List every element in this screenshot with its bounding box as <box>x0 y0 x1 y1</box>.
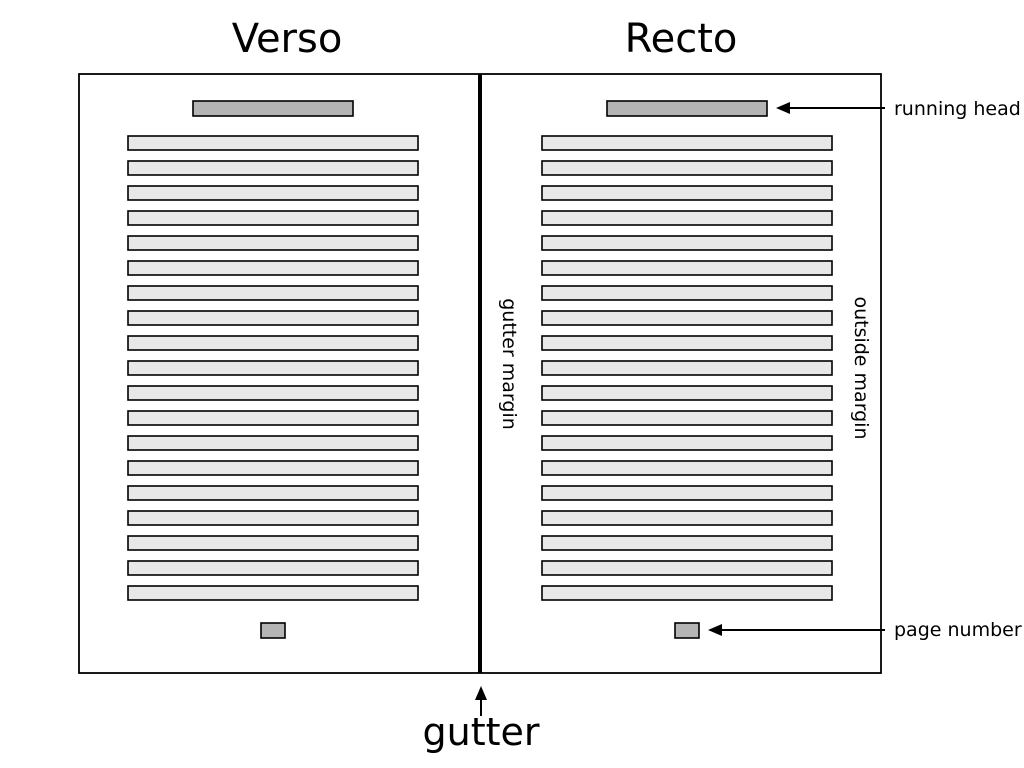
recto-page-number-block <box>674 622 700 639</box>
recto-text-line <box>541 260 833 276</box>
arrow-left-icon <box>776 102 790 114</box>
verso-text-line <box>127 210 419 226</box>
arrow-up-icon <box>475 686 487 700</box>
verso-title: Verso <box>232 16 343 62</box>
recto-text-line <box>541 235 833 251</box>
verso-text-line <box>127 285 419 301</box>
recto-text-line <box>541 485 833 501</box>
verso-text-line <box>127 535 419 551</box>
verso-text-line <box>127 585 419 601</box>
outside-margin-label: outside margin <box>850 296 872 439</box>
verso-text-line <box>127 560 419 576</box>
recto-text-line <box>541 185 833 201</box>
recto-text-line <box>541 460 833 476</box>
verso-text-line <box>127 435 419 451</box>
arrow-left-icon <box>708 624 722 636</box>
verso-text-line <box>127 510 419 526</box>
recto-text-line <box>541 435 833 451</box>
verso-text-line <box>127 260 419 276</box>
verso-text-line <box>127 160 419 176</box>
recto-text-line <box>541 385 833 401</box>
verso-text-line <box>127 410 419 426</box>
verso-text-line <box>127 360 419 376</box>
recto-text-line <box>541 310 833 326</box>
verso-text-line <box>127 485 419 501</box>
verso-text-block <box>127 135 419 601</box>
recto-text-line <box>541 510 833 526</box>
verso-text-line <box>127 185 419 201</box>
recto-running-head-block <box>606 100 768 117</box>
recto-text-line <box>541 560 833 576</box>
verso-text-line <box>127 460 419 476</box>
recto-text-line <box>541 535 833 551</box>
recto-text-line <box>541 160 833 176</box>
page-number-arrow <box>708 624 885 636</box>
recto-text-line <box>541 135 833 151</box>
recto-text-line <box>541 585 833 601</box>
running-head-arrow <box>776 102 885 114</box>
recto-text-line <box>541 335 833 351</box>
recto-text-line <box>541 410 833 426</box>
gutter-arrow <box>475 686 487 716</box>
gutter-margin-label: gutter margin <box>498 298 520 430</box>
recto-text-line <box>541 210 833 226</box>
page-number-label: page number <box>894 619 1022 641</box>
verso-text-line <box>127 335 419 351</box>
gutter-label: gutter <box>422 710 539 754</box>
verso-running-head-block <box>192 100 354 117</box>
recto-page <box>541 100 833 639</box>
verso-page-number-block <box>260 622 286 639</box>
verso-text-line <box>127 385 419 401</box>
recto-text-line <box>541 285 833 301</box>
recto-title: Recto <box>625 16 738 62</box>
verso-text-line <box>127 135 419 151</box>
verso-page <box>127 100 419 639</box>
verso-text-line <box>127 310 419 326</box>
recto-text-line <box>541 360 833 376</box>
verso-text-line <box>127 235 419 251</box>
running-head-label: running head <box>894 98 1021 120</box>
recto-text-block <box>541 135 833 601</box>
